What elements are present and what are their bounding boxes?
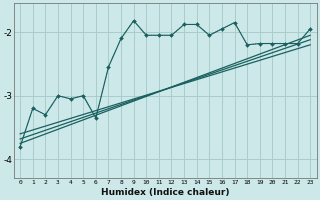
X-axis label: Humidex (Indice chaleur): Humidex (Indice chaleur) — [101, 188, 229, 197]
